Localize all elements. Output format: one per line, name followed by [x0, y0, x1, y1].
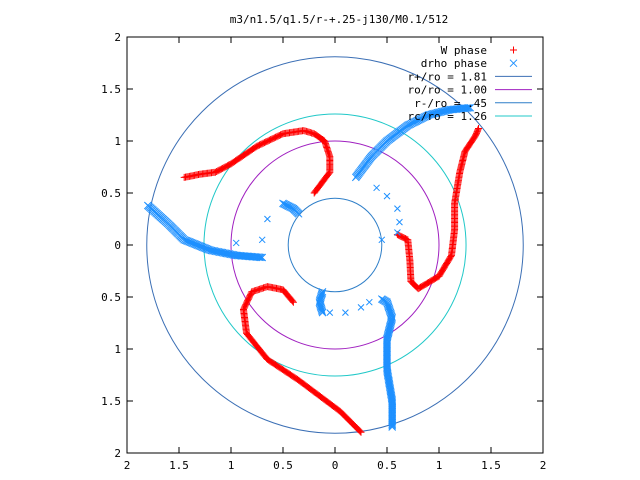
w-phase-marker — [474, 126, 482, 134]
drho-phase-marker — [388, 421, 397, 430]
drho-phase-marker — [357, 304, 365, 311]
series-1 — [143, 103, 475, 431]
drho-phase-marker — [388, 420, 397, 429]
x-tick-label: 0.5 — [273, 459, 293, 472]
x-tick-label: 1.5 — [481, 459, 501, 472]
w-phase-marker — [357, 428, 365, 436]
legend-label: r+/ro = 1.81 — [408, 70, 487, 83]
y-tick-label: 0.5 — [101, 291, 121, 304]
drho-phase-marker — [318, 307, 326, 316]
drho-phase-marker — [182, 236, 191, 245]
drho-phase-marker — [318, 308, 327, 317]
drho-phase-marker — [342, 309, 349, 316]
drho-phase-marker — [294, 209, 303, 218]
y-tick-label: 2 — [114, 447, 121, 460]
drho-phase-marker — [463, 104, 472, 112]
legend-swatch — [510, 46, 517, 54]
drho-phase-marker — [464, 104, 473, 112]
x-tick-label: 1 — [228, 459, 235, 472]
legend-label: drho phase — [421, 57, 487, 70]
drho-phase-marker — [258, 236, 266, 244]
y-tick-label: 1 — [114, 135, 121, 148]
x-tick-label: 0.5 — [377, 459, 397, 472]
drho-phase-marker — [232, 239, 240, 247]
drho-phase-marker — [396, 218, 403, 226]
ticks-layer: 2 1.5 1 0.5 0 0.5 1 1.5 221.510.500.511.52 — [101, 31, 546, 472]
drho-phase-marker — [264, 215, 271, 223]
drho-phase-marker — [388, 423, 397, 431]
y-tick-label: 0.5 — [101, 187, 121, 200]
drho-phase-marker — [373, 184, 380, 192]
drho-phase-marker — [143, 201, 152, 210]
legend-swatch — [509, 59, 518, 68]
legend-label: rc/ro = 1.26 — [408, 110, 487, 123]
series-0 — [180, 125, 483, 436]
reference-circle-1 — [230, 140, 440, 350]
drho-phase-marker — [326, 309, 334, 316]
drho-phase-marker — [181, 236, 190, 245]
y-tick-label: 1 — [114, 343, 121, 356]
series-layer — [143, 103, 483, 436]
reference-circle-0 — [146, 56, 524, 434]
drho-phase-marker — [394, 205, 401, 212]
drho-phase-marker — [378, 236, 386, 244]
y-tick-label: 2 — [114, 31, 121, 44]
x-tick-label: 2 — [540, 459, 547, 472]
x-tick-label: 0 — [332, 459, 339, 472]
x-tick-label: 2 — [124, 459, 131, 472]
y-tick-label: 1.5 — [101, 395, 121, 408]
x-tick-label: 1.5 — [169, 459, 189, 472]
w-phase-marker — [475, 125, 483, 133]
legend-label: ro/ro = 1.00 — [408, 84, 487, 97]
y-tick-label: 0 — [114, 239, 121, 252]
drho-phase-marker — [466, 103, 475, 112]
drho-phase-marker — [365, 298, 373, 306]
legend-label: r-/ro = .45 — [414, 97, 487, 110]
w-phase-marker — [356, 427, 364, 435]
reference-circle-2 — [287, 197, 383, 293]
x-tick-label: 1 — [436, 459, 443, 472]
chart-title: m3/n1.5/q1.5/r-+.25-j130/M0.1/512 — [230, 13, 449, 26]
drho-phase-marker — [317, 306, 326, 314]
legend-label: W phase — [441, 44, 487, 57]
w-phase-marker — [180, 173, 188, 181]
drho-phase-marker — [394, 229, 401, 236]
y-tick-label: 1.5 — [101, 83, 121, 96]
drho-phase-marker — [383, 192, 391, 200]
